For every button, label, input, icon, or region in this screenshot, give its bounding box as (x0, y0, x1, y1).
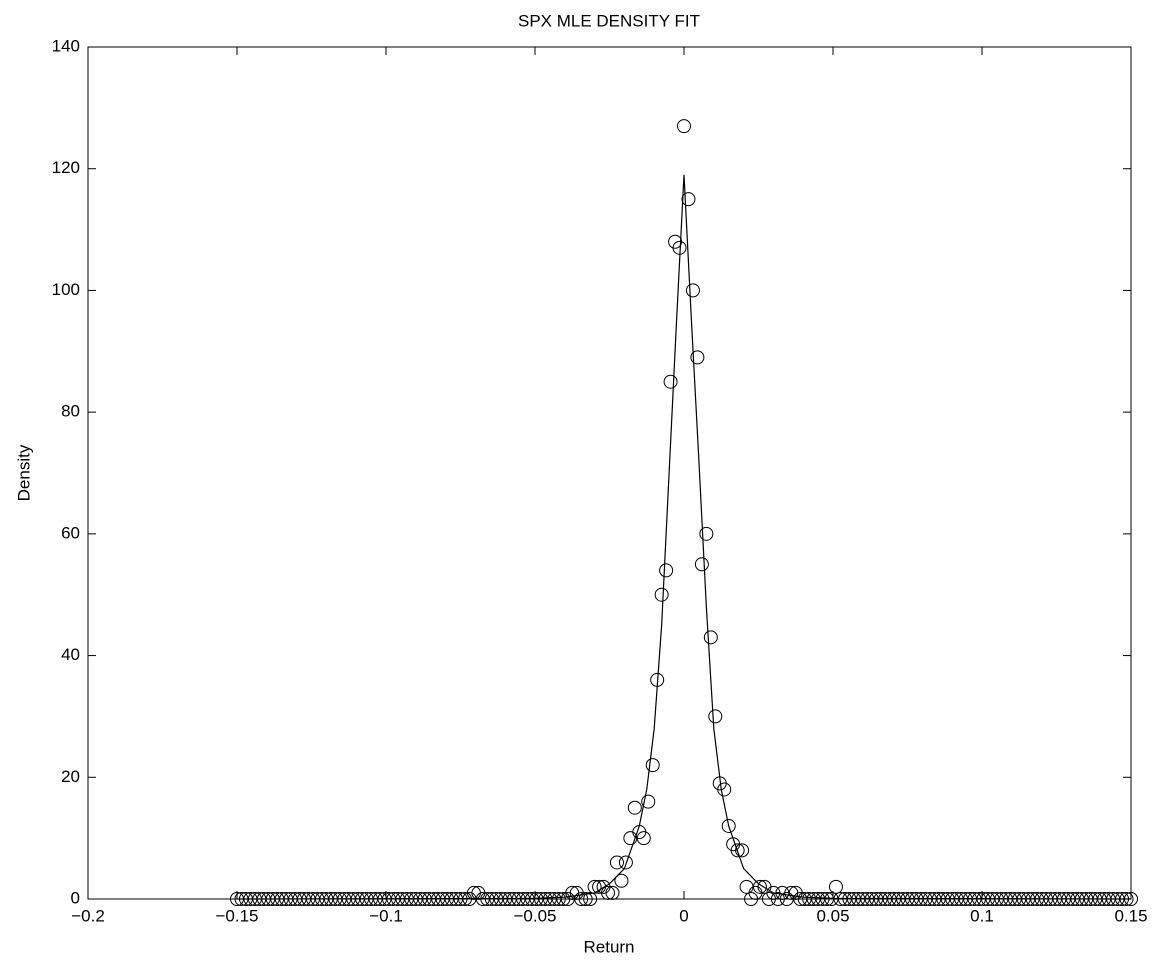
y-tick-label: 80 (61, 402, 80, 421)
plot-frame (87, 46, 1132, 900)
fit-line (236, 174, 1132, 900)
data-point (828, 879, 843, 894)
y-tick-label: 60 (61, 523, 80, 542)
data-point (663, 374, 678, 389)
y-tick-label: 120 (52, 158, 80, 177)
data-point (694, 557, 709, 572)
data-point (677, 119, 691, 134)
data-point (601, 885, 616, 900)
data-point (735, 843, 750, 858)
data-point (654, 587, 669, 602)
data-point (659, 563, 674, 578)
y-tick-label: 20 (61, 767, 80, 786)
data-point (699, 526, 714, 541)
data-point (685, 283, 700, 298)
data-point (618, 855, 633, 870)
data-point (605, 885, 620, 900)
data-point (614, 873, 629, 888)
data-point (551, 892, 566, 906)
x-tick-label: −0.15 (215, 906, 258, 925)
data-point (681, 192, 696, 207)
data-point (721, 818, 736, 833)
data-point (645, 758, 660, 773)
data-point (717, 782, 732, 797)
y-tick-label: 100 (52, 280, 80, 299)
y-tick-label: 0 (71, 888, 80, 907)
x-tick-label: 0 (679, 906, 688, 925)
x-axis-label: Return (583, 937, 634, 956)
x-tick-label: −0.2 (71, 906, 105, 925)
data-point (708, 709, 723, 724)
x-tick-label: 0.05 (816, 906, 849, 925)
data-point (703, 630, 718, 645)
data-point (627, 800, 642, 815)
data-point (690, 350, 705, 365)
data-point (636, 831, 651, 846)
x-tick-label: 0.15 (1114, 906, 1147, 925)
y-axis-label: Density (14, 444, 33, 501)
x-tick-label: 0.1 (970, 906, 994, 925)
y-tick-label: 40 (61, 645, 80, 664)
data-point (752, 879, 767, 894)
data-point (609, 855, 624, 870)
data-point (574, 892, 589, 906)
data-point (641, 794, 656, 809)
data-point (583, 892, 598, 906)
chart-title: SPX MLE DENSITY FIT (518, 11, 700, 30)
data-point (815, 892, 830, 906)
x-tick-label: −0.1 (369, 906, 403, 925)
data-point (730, 843, 745, 858)
y-tick-label: 140 (52, 36, 80, 55)
x-tick-label: −0.05 (513, 906, 556, 925)
data-point (578, 892, 593, 906)
